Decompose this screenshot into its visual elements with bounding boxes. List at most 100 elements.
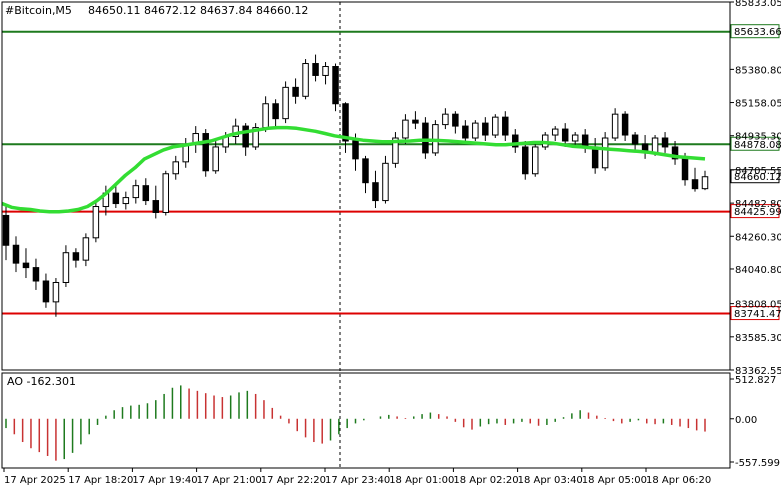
candle (22, 248, 30, 279)
bear-candle-body (512, 134, 519, 148)
resistance-level-label: 84878.08 (734, 140, 781, 151)
candle (512, 129, 519, 153)
resistance-level-tag (730, 136, 780, 151)
bear-candle-body (482, 122, 489, 136)
candle (671, 140, 679, 165)
x-tick-label: 18 Apr 03:40 (518, 475, 583, 486)
bull-candle-body (442, 113, 449, 126)
candle (531, 143, 539, 177)
candle (292, 78, 299, 104)
resistance-level-label: 85633.66 (734, 27, 781, 38)
candle (482, 117, 489, 141)
candle (492, 114, 499, 139)
x-tick-label: 17 Apr 22:20 (261, 475, 326, 486)
bear-candle-body (462, 125, 469, 139)
candle (32, 258, 40, 290)
support-level-tag (730, 306, 780, 321)
bear-candle-body (621, 113, 629, 136)
bull-candle-body (252, 127, 259, 148)
bear-candle-body (12, 244, 20, 264)
candle (282, 81, 289, 124)
candle (112, 182, 120, 209)
candle (571, 132, 579, 147)
bull-candle-body (322, 66, 329, 76)
bear-candle-body (631, 134, 639, 145)
candle (302, 59, 309, 100)
bear-candle-body (332, 66, 339, 105)
current-price-tag (730, 169, 780, 184)
x-tick-label: 18 Apr 05:00 (582, 475, 647, 486)
x-tick-label: 17 Apr 18:20 (68, 475, 133, 486)
bear-candle-body (42, 280, 50, 303)
candle (621, 111, 629, 141)
candle (202, 129, 209, 177)
bear-candle-body (352, 140, 359, 160)
bear-candle-body (681, 158, 689, 181)
candle (332, 63, 339, 112)
candle (82, 233, 90, 267)
y-tick-label: 84935.30 (735, 132, 781, 143)
bear-candle-body (362, 158, 369, 184)
bull-candle-body (651, 137, 659, 154)
ao-tick-label: 0.00 (735, 415, 757, 426)
candle (601, 132, 609, 171)
y-tick-label: 84482.80 (735, 199, 781, 210)
candle (412, 111, 419, 130)
bear-candle-body (22, 262, 30, 269)
bear-candle-body (372, 182, 379, 202)
support-level-label: 84425.99 (734, 207, 781, 218)
candle (92, 200, 100, 243)
candle (242, 123, 249, 156)
bear-candle-body (152, 200, 160, 213)
bull-candle-body (122, 197, 130, 205)
moving-average-line (1, 125, 706, 214)
candle (432, 120, 439, 156)
bull-candle-body (551, 128, 559, 136)
y-tick-label: 84040.80 (735, 265, 781, 276)
main-plot-frame (1, 1, 731, 371)
candle (322, 62, 329, 85)
symbol-timeframe-label: #Bitcoin,M5 (5, 4, 72, 17)
candle (472, 120, 479, 141)
candle (442, 108, 449, 130)
bear-candle-body (581, 134, 589, 148)
candle (701, 170, 709, 191)
bear-candle-body (142, 185, 150, 202)
x-tick-label: 17 Apr 19:40 (132, 475, 197, 486)
bear-candle-body (312, 63, 319, 76)
bear-candle-body (292, 86, 299, 97)
candle (132, 179, 140, 204)
candle (42, 273, 50, 308)
bull-candle-body (531, 146, 539, 175)
candle (362, 155, 369, 194)
candle (631, 132, 639, 150)
y-tick-label: 84260.30 (735, 232, 781, 243)
candle (392, 132, 399, 168)
x-tick-label: 17 Apr 21:00 (197, 475, 262, 486)
bull-candle-body (92, 206, 100, 239)
candle (691, 167, 699, 192)
ao-indicator-label: AO -162.301 (7, 375, 76, 388)
x-tick-label: 17 Apr 23:40 (325, 475, 390, 486)
candle (142, 178, 150, 206)
bull-candle-body (701, 176, 709, 190)
y-tick-label: 84705.55 (735, 166, 781, 177)
bear-candle-body (671, 146, 679, 160)
bear-candle-body (452, 113, 459, 127)
x-tick-label: 18 Apr 02:20 (453, 475, 518, 486)
support-level-tag (730, 204, 780, 219)
candle (52, 278, 60, 317)
bull-candle-body (302, 63, 309, 97)
bear-candle-body (691, 179, 699, 190)
candle (342, 102, 349, 153)
bear-candle-body (412, 119, 419, 124)
y-tick-label: 85158.05 (735, 99, 781, 110)
y-tick-label: 83808.05 (735, 300, 781, 311)
candle (522, 140, 529, 180)
bull-candle-body (52, 281, 60, 303)
bear-candle-body (112, 192, 120, 205)
bull-candle-body (172, 161, 180, 175)
y-tick-label: 85380.80 (735, 65, 781, 76)
